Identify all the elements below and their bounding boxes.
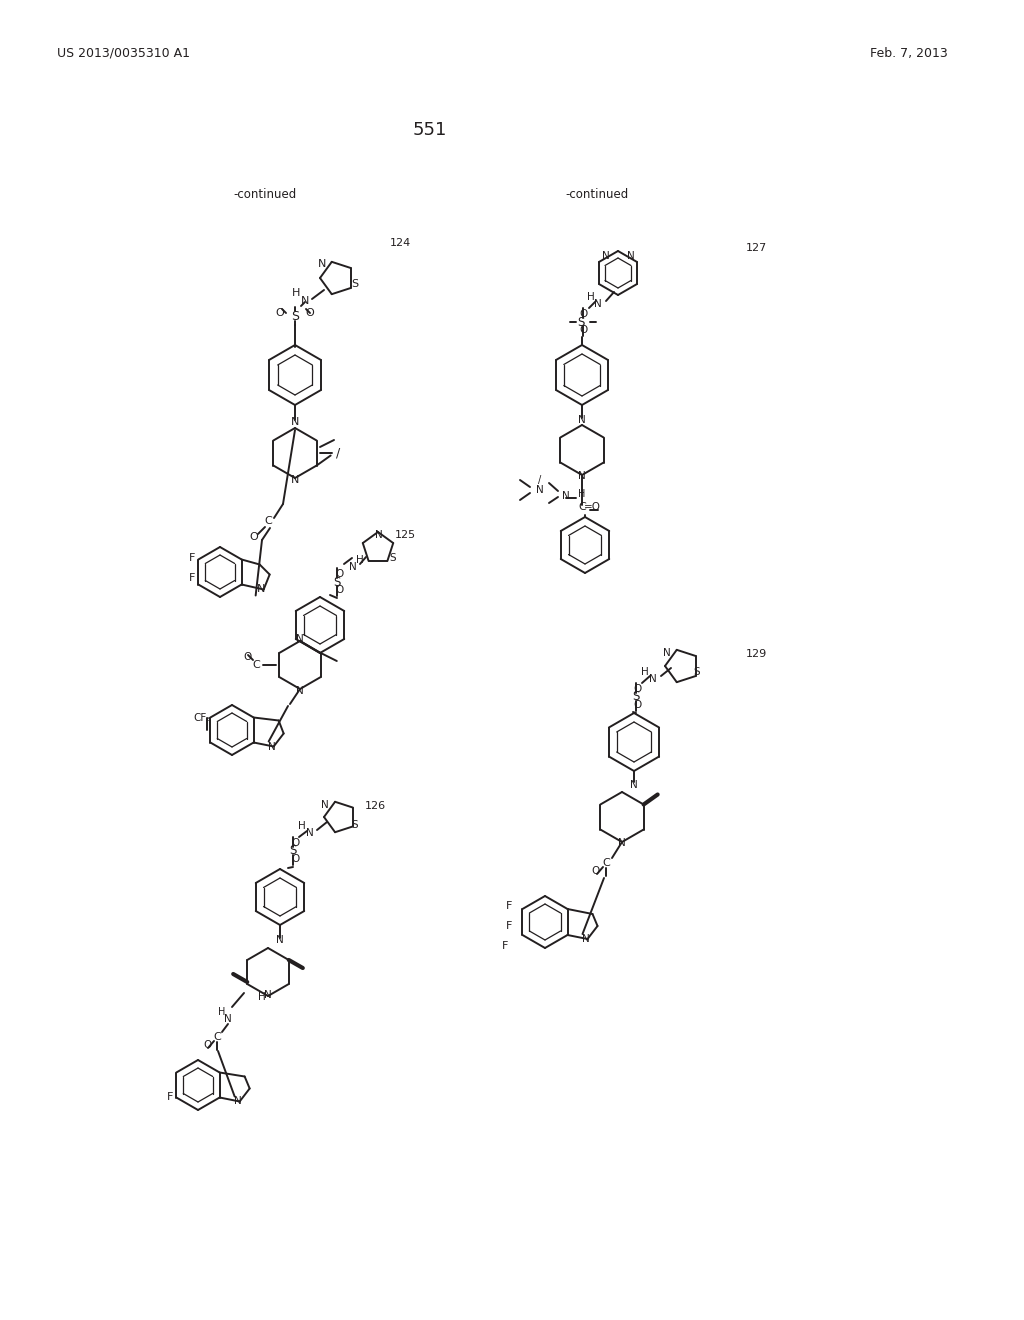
Text: 126: 126 <box>365 801 386 810</box>
Text: C: C <box>264 516 272 525</box>
Text: =O: =O <box>584 502 600 512</box>
Text: C: C <box>579 502 586 512</box>
Text: N: N <box>664 648 671 657</box>
Text: 551: 551 <box>413 121 447 139</box>
Text: S: S <box>351 820 358 830</box>
Text: -continued: -continued <box>233 189 297 202</box>
Text: N: N <box>649 675 656 684</box>
Text: N: N <box>264 990 272 1001</box>
Text: H: H <box>356 554 364 565</box>
Text: O: O <box>291 854 299 865</box>
Text: N: N <box>537 484 544 495</box>
Text: N: N <box>562 491 570 502</box>
Text: N: N <box>296 634 304 644</box>
Text: N: N <box>291 475 299 484</box>
Text: H: H <box>258 993 266 1002</box>
Text: O: O <box>579 309 587 319</box>
Text: N: N <box>256 585 265 594</box>
Text: N: N <box>291 417 299 426</box>
Text: S: S <box>291 309 299 322</box>
Text: H: H <box>641 667 649 677</box>
Text: O: O <box>633 700 641 710</box>
Text: H: H <box>298 821 306 832</box>
Text: O: O <box>579 325 587 335</box>
Text: C: C <box>213 1032 221 1041</box>
Text: N: N <box>579 414 586 425</box>
Text: N: N <box>375 531 383 540</box>
Text: H: H <box>579 488 586 499</box>
Text: N: N <box>349 562 357 572</box>
Text: N: N <box>582 935 590 944</box>
Text: /: / <box>336 446 344 459</box>
Text: F: F <box>167 1092 173 1102</box>
Text: S: S <box>693 667 700 677</box>
Text: CF₃: CF₃ <box>194 713 211 723</box>
Text: O: O <box>250 532 258 543</box>
Text: O: O <box>243 652 251 663</box>
Text: C: C <box>602 858 610 869</box>
Text: N: N <box>579 471 586 480</box>
Text: 124: 124 <box>390 238 412 248</box>
Text: O: O <box>592 866 600 876</box>
Text: N: N <box>630 780 638 789</box>
Text: 125: 125 <box>395 531 416 540</box>
Text: N: N <box>317 259 327 269</box>
Text: N: N <box>233 1097 242 1106</box>
Text: N: N <box>267 742 275 751</box>
Text: O: O <box>305 308 314 318</box>
Text: N: N <box>296 686 304 696</box>
Text: -continued: -continued <box>565 189 629 202</box>
Text: S: S <box>578 315 585 329</box>
Text: S: S <box>390 553 396 564</box>
Text: O: O <box>275 308 285 318</box>
Text: H: H <box>292 288 300 298</box>
Text: S: S <box>632 690 640 704</box>
Text: 129: 129 <box>746 649 767 659</box>
Text: S: S <box>334 576 341 589</box>
Text: S: S <box>290 845 297 858</box>
Text: N: N <box>322 800 329 810</box>
Text: 127: 127 <box>746 243 767 253</box>
Text: N: N <box>301 296 309 306</box>
Text: F: F <box>502 941 508 950</box>
Text: F: F <box>188 553 196 564</box>
Text: Feb. 7, 2013: Feb. 7, 2013 <box>870 46 948 59</box>
Text: N: N <box>224 1014 231 1024</box>
Text: F: F <box>188 573 196 583</box>
Text: O: O <box>335 585 343 595</box>
Text: O: O <box>291 838 299 847</box>
Text: F: F <box>506 921 512 931</box>
Text: US 2013/0035310 A1: US 2013/0035310 A1 <box>57 46 190 59</box>
Text: O: O <box>203 1040 211 1049</box>
Text: H: H <box>218 1007 225 1016</box>
Text: N: N <box>627 251 635 261</box>
Text: C: C <box>252 660 260 671</box>
Text: N: N <box>306 828 314 838</box>
Text: S: S <box>351 279 358 289</box>
Text: O: O <box>633 684 641 694</box>
Text: F: F <box>506 902 512 911</box>
Text: N: N <box>602 251 610 261</box>
Text: O: O <box>335 569 343 579</box>
Text: H: H <box>587 292 595 302</box>
Text: N: N <box>594 300 602 309</box>
Text: N: N <box>276 935 284 945</box>
Text: N: N <box>618 838 626 847</box>
Text: /: / <box>538 475 544 484</box>
